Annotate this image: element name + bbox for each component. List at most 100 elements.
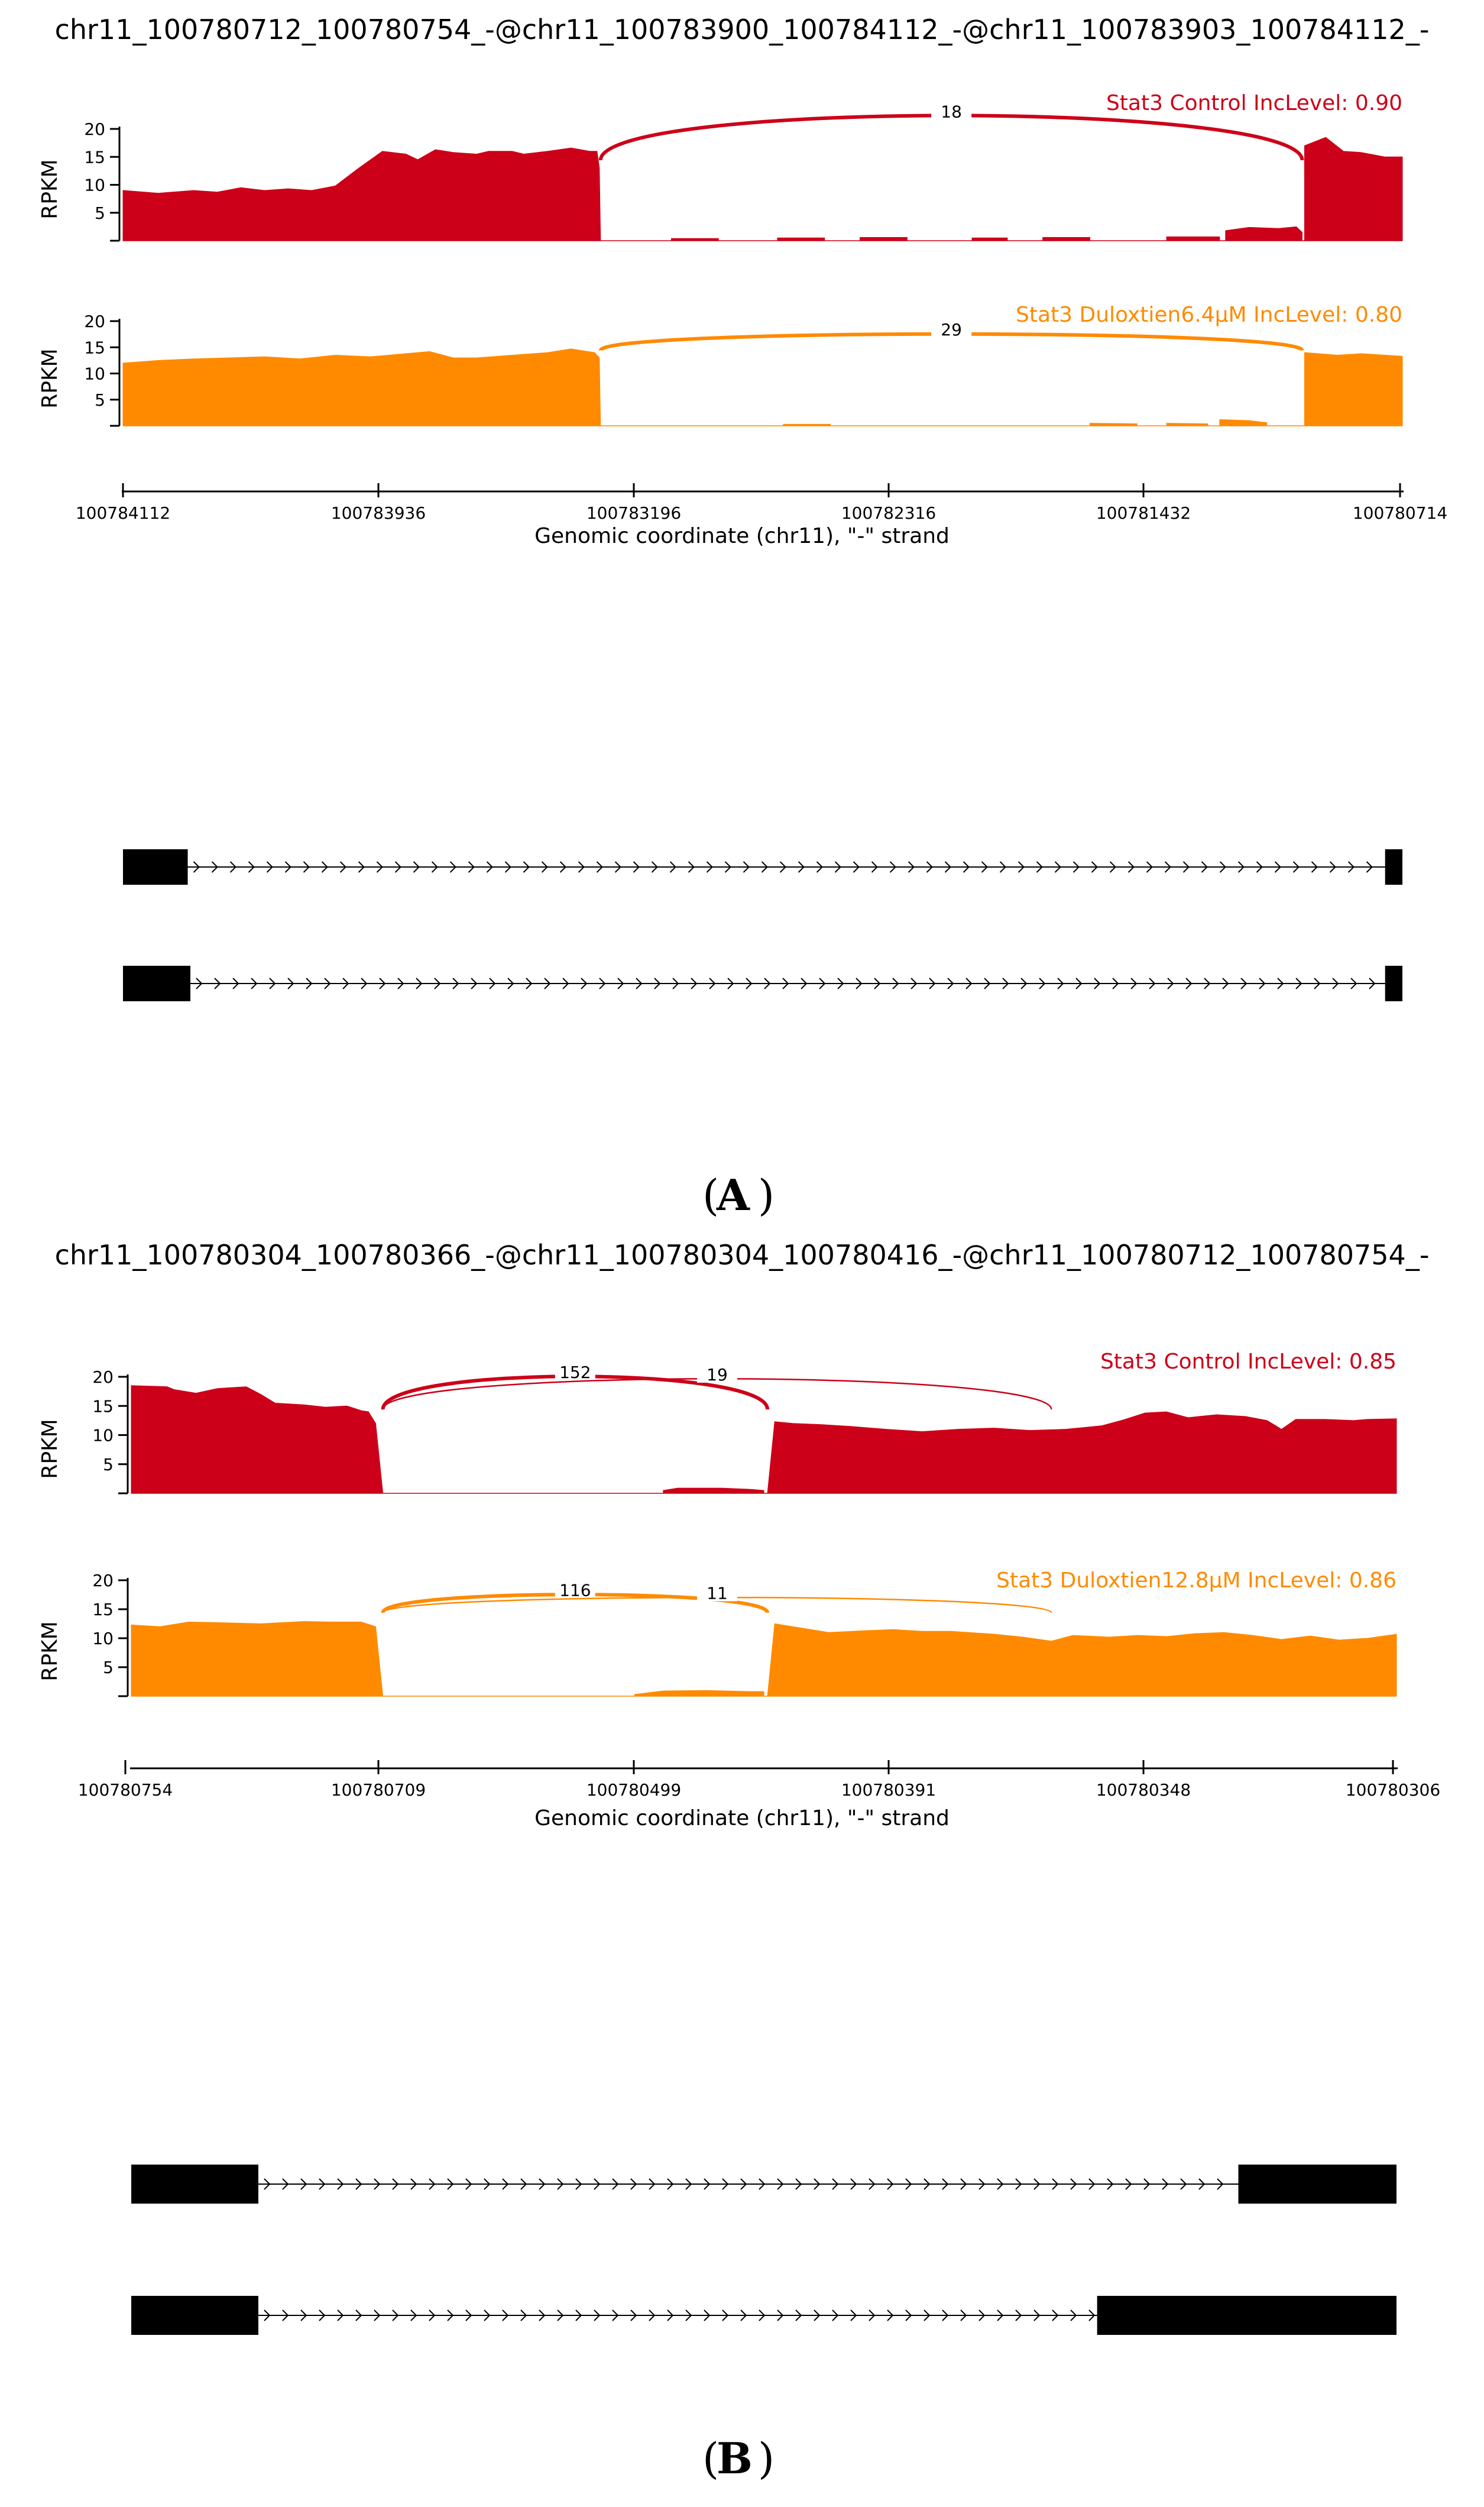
coverage-area (1225, 226, 1302, 241)
panel-a-treated-ylabel: RPKM (38, 348, 62, 408)
strand-arrow (688, 861, 695, 873)
y-tick-label: 10 (84, 364, 105, 384)
strand-arrow (795, 2178, 802, 2190)
junction-count-label: 29 (941, 320, 962, 339)
strand-arrow (559, 861, 566, 873)
strand-arrow (1091, 861, 1098, 873)
strand-arrow (704, 2309, 711, 2321)
strand-arrow (1002, 978, 1009, 989)
exon-block (1385, 966, 1402, 1001)
strand-arrow (594, 2178, 601, 2190)
strand-arrow (319, 2178, 326, 2190)
strand-arrow (507, 978, 514, 989)
y-tick-label: 15 (92, 1396, 114, 1416)
panel-a: chr11_100780712_100780754_-@chr11_100783… (38, 14, 1447, 1220)
strand-arrow (942, 2178, 949, 2190)
strand-arrow (486, 861, 493, 873)
strand-arrow (1219, 861, 1226, 873)
strand-arrow (1018, 861, 1025, 873)
y-tick-label: 5 (103, 1658, 114, 1677)
strand-arrow (942, 2309, 949, 2321)
strand-arrow (832, 2178, 839, 2190)
exon-block (123, 849, 188, 885)
strand-arrow (636, 978, 643, 989)
strand-arrow (1217, 2178, 1224, 2190)
strand-arrow (892, 978, 899, 989)
strand-arrow (832, 2309, 839, 2321)
strand-arrow (1292, 861, 1300, 873)
x-tick-label: 100780714 (1353, 503, 1447, 523)
strand-arrow (361, 978, 368, 989)
strand-arrow (887, 2309, 894, 2321)
strand-arrow (1149, 978, 1156, 989)
strand-arrow (465, 2309, 472, 2321)
panel-b-control-track: RPKM Stat3 Control IncLevel: 0.85 510152… (38, 1350, 1397, 1495)
strand-arrow (819, 978, 826, 989)
y-tick-label: 10 (84, 176, 105, 195)
strand-arrow (740, 2309, 747, 2321)
y-tick-label: 5 (95, 203, 105, 223)
panel-b-treated-track: RPKM Stat3 Duloxtien12.8μM IncLevel: 0.8… (38, 1568, 1397, 1697)
strand-arrow (429, 2178, 436, 2190)
coverage-area (1219, 419, 1268, 426)
strand-arrow (779, 861, 786, 873)
strand-arrow (1347, 861, 1355, 873)
strand-arrow (1054, 861, 1061, 873)
strand-arrow (284, 861, 291, 873)
strand-arrow (1256, 861, 1263, 873)
coverage-area (767, 1623, 1397, 1697)
panel-a-treated-track-name: Stat3 Duloxtien6.4μM IncLevel: 0.80 (1016, 303, 1402, 327)
strand-arrow (777, 2309, 784, 2321)
strand-arrow (924, 2309, 931, 2321)
strand-arrow (746, 978, 753, 989)
strand-arrow (777, 2178, 784, 2190)
strand-arrow (300, 2309, 307, 2321)
strand-arrow (630, 2178, 637, 2190)
strand-arrow (691, 978, 698, 989)
strand-arrow (834, 861, 841, 873)
panel-b-treated-track-name: Stat3 Duloxtien12.8μM IncLevel: 0.86 (996, 1568, 1396, 1593)
y-tick-label: 15 (92, 1600, 114, 1619)
junction-label-bg (696, 1586, 737, 1602)
strand-arrow (614, 861, 621, 873)
strand-arrow (374, 2178, 381, 2190)
strand-arrow (759, 2309, 766, 2321)
strand-arrow (452, 978, 459, 989)
strand-arrow (282, 2309, 289, 2321)
panel-a-label-open: ( (702, 1170, 719, 1220)
strand-arrow (355, 2178, 362, 2190)
strand-arrow (468, 861, 475, 873)
strand-arrow (1070, 2178, 1077, 2190)
strand-arrow (612, 2309, 619, 2321)
strand-arrow (905, 2309, 912, 2321)
strand-arrow (300, 2178, 307, 2190)
strand-arrow (541, 861, 548, 873)
strand-arrow (397, 978, 404, 989)
strand-arrow (355, 2309, 362, 2321)
strand-arrow (981, 861, 988, 873)
strand-arrow (1143, 2178, 1151, 2190)
panel-a-x-axis: Genomic coordinate (chr11), "-" strand 1… (76, 483, 1447, 548)
strand-arrow (502, 2178, 509, 2190)
panel-b-label-close: ) (758, 2434, 775, 2483)
strand-arrow (759, 2178, 766, 2190)
strand-arrow (1057, 978, 1064, 989)
junction-count-label: 18 (941, 102, 962, 121)
strand-arrow (339, 861, 346, 873)
strand-arrow (1167, 978, 1174, 989)
strand-arrow (978, 2178, 986, 2190)
x-tick-label: 100780391 (841, 1780, 936, 1800)
strand-arrow (471, 978, 478, 989)
panel-b-treated-ylabel: RPKM (38, 1621, 62, 1681)
strand-arrow (264, 2309, 271, 2321)
strand-arrow (562, 978, 569, 989)
panel-b: chr11_100780304_100780366_-@chr11_100780… (38, 1239, 1440, 2483)
strand-arrow (963, 861, 970, 873)
strand-arrow (997, 2309, 1004, 2321)
strand-arrow (743, 861, 750, 873)
strand-arrow (612, 2178, 619, 2190)
x-tick-label: 100784112 (76, 503, 170, 523)
strand-arrow (905, 2178, 912, 2190)
y-tick-label: 20 (92, 1571, 114, 1590)
strand-arrow (997, 2178, 1004, 2190)
